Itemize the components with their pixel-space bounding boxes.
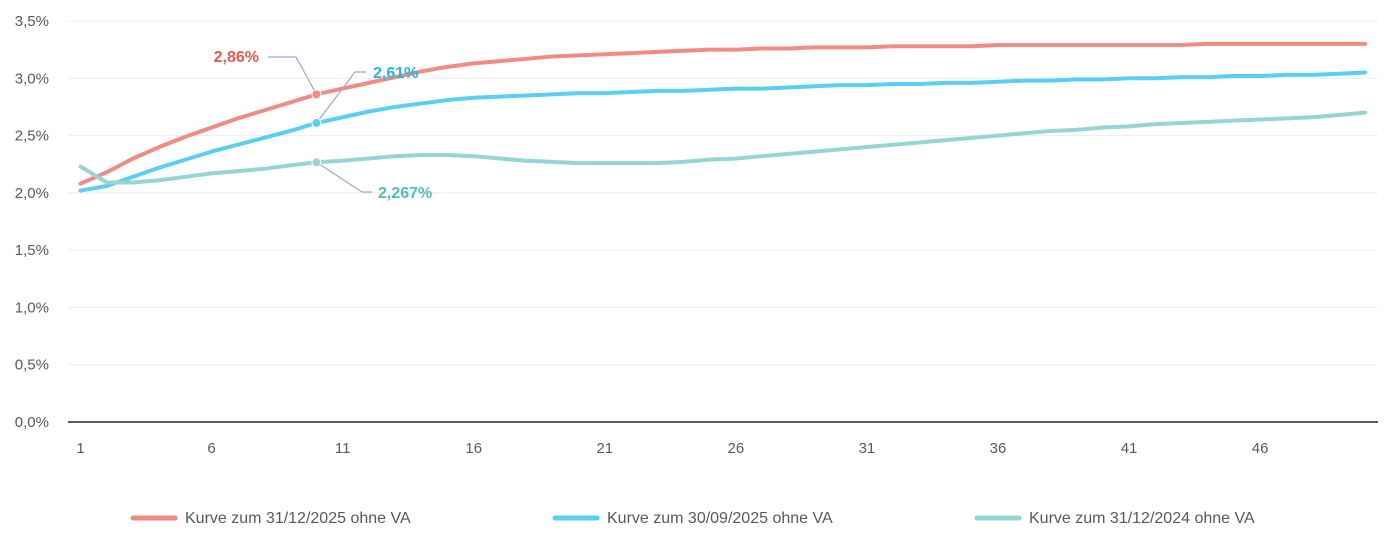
annotation-label: 2,61%: [373, 65, 418, 82]
y-tick-label: 0,0%: [15, 414, 49, 431]
legend: Kurve zum 31/12/2025 ohne VA Kurve zum 30…: [130, 510, 1255, 527]
legend-label: Kurve zum 30/09/2025 ohne VA: [607, 510, 833, 527]
legend-label: Kurve zum 31/12/2024 ohne VA: [1029, 510, 1255, 527]
y-tick-label: 3,0%: [15, 70, 49, 87]
y-tick-label: 2,0%: [15, 185, 49, 202]
gridlines: [68, 20, 1378, 366]
y-tick-label: 1,0%: [15, 299, 49, 316]
annotation-label: 2,86%: [214, 49, 259, 66]
x-tick-label: 26: [728, 440, 745, 457]
x-tick-label: 16: [465, 440, 482, 457]
x-tick-label: 6: [207, 440, 215, 457]
series-lines: [78, 41, 1367, 193]
x-tick-label: 31: [859, 440, 876, 457]
y-tick-label: 0,5%: [15, 357, 49, 374]
y-tick-label: 2,5%: [15, 128, 49, 145]
annotation-leader: [315, 71, 366, 124]
annotations: 2,86% 2,61% 2,267%: [214, 49, 433, 202]
annotation-point: [311, 157, 322, 168]
x-tick-label: 11: [335, 440, 351, 457]
legend-label: Kurve zum 31/12/2025 ohne VA: [185, 510, 411, 527]
y-tick-label: 1,5%: [15, 242, 49, 259]
x-tick-label: 1: [76, 440, 84, 457]
x-tick-label: 46: [1252, 440, 1269, 457]
annotation-point: [311, 89, 322, 100]
x-tick-label: 41: [1121, 440, 1138, 457]
annotation-label: 2,267%: [378, 185, 432, 202]
x-tick-label: 36: [990, 440, 1007, 457]
x-tick-label: 21: [596, 440, 613, 457]
series-line-3: [78, 110, 1367, 185]
annotation-point: [311, 117, 322, 128]
axes: 0,0%0,5%1,0%1,5%2,0%2,5%3,0%3,5%1 6 11 16 21…: [15, 13, 1378, 457]
series-line-1: [78, 41, 1367, 186]
y-tick-label: 3,5%: [15, 13, 49, 30]
series-line-2: [78, 70, 1367, 193]
annotation-leader: [268, 56, 317, 95]
annotation-leader: [316, 161, 372, 193]
